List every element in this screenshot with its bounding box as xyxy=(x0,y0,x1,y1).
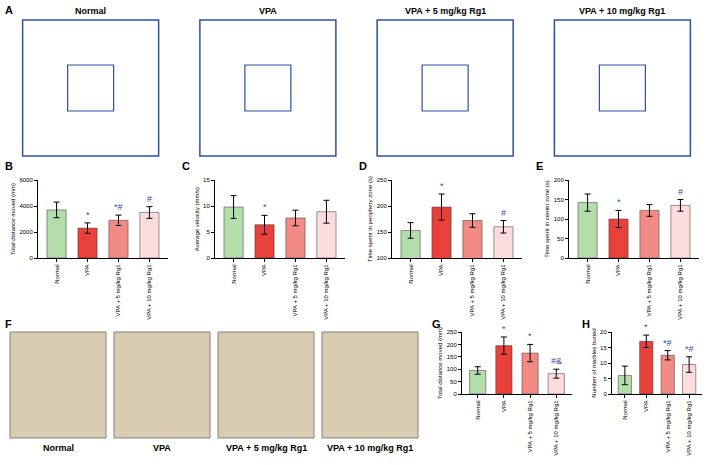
svg-text:0: 0 xyxy=(603,391,607,397)
svg-text:150: 150 xyxy=(554,197,565,203)
svg-text:#&: #& xyxy=(551,356,562,366)
svg-text:VPA + 5 mg/kg Rg1: VPA + 5 mg/kg Rg1 xyxy=(527,400,533,453)
svg-text:15: 15 xyxy=(600,345,607,351)
svg-text:50: 50 xyxy=(557,236,564,242)
svg-text:*#: *# xyxy=(685,344,694,354)
svg-text:VPA + 5 mg/kg Rg1: VPA + 5 mg/kg Rg1 xyxy=(646,264,652,317)
svg-text:*#: *# xyxy=(114,202,123,212)
svg-text:100: 100 xyxy=(377,255,388,261)
svg-text:D: D xyxy=(359,160,367,172)
svg-text:VPA + 5 mg/kg Rg1: VPA + 5 mg/kg Rg1 xyxy=(665,400,671,453)
svg-text:0: 0 xyxy=(560,255,564,261)
svg-text:200: 200 xyxy=(447,342,458,348)
svg-text:VPA: VPA xyxy=(261,264,267,276)
svg-text:0: 0 xyxy=(206,255,210,261)
svg-text:F: F xyxy=(5,318,12,330)
svg-text:*: * xyxy=(86,210,90,220)
svg-text:VPA + 10 mg/kg Rg1: VPA + 10 mg/kg Rg1 xyxy=(327,443,413,453)
svg-text:Normal: Normal xyxy=(54,264,60,283)
svg-text:*: * xyxy=(263,202,267,212)
svg-text:Normal: Normal xyxy=(231,264,237,283)
svg-text:VPA + 10 mg/kg Rg1: VPA + 10 mg/kg Rg1 xyxy=(686,400,692,456)
svg-text:15: 15 xyxy=(203,177,210,183)
svg-text:VPA: VPA xyxy=(259,6,277,16)
svg-text:10: 10 xyxy=(203,203,210,209)
svg-text:VPA: VPA xyxy=(438,264,444,276)
svg-text:#: # xyxy=(501,208,506,218)
svg-text:Normal: Normal xyxy=(75,6,106,16)
svg-text:VPA: VPA xyxy=(501,400,507,412)
svg-text:Time spent in periphery zone (: Time spent in periphery zone (s) xyxy=(367,176,373,262)
svg-text:*: * xyxy=(440,181,444,191)
svg-text:VPA + 10 mg/kg Rg1: VPA + 10 mg/kg Rg1 xyxy=(553,400,559,456)
svg-text:Normal: Normal xyxy=(475,400,481,419)
svg-text:Number of marbles buried: Number of marbles buried xyxy=(591,328,597,397)
svg-text:Time spent in center zone (s): Time spent in center zone (s) xyxy=(544,180,550,257)
svg-text:VPA: VPA xyxy=(643,400,649,412)
svg-text:10: 10 xyxy=(600,360,607,366)
svg-text:VPA: VPA xyxy=(615,264,621,276)
svg-text:*#: *# xyxy=(663,338,672,348)
svg-text:200: 200 xyxy=(377,203,388,209)
svg-text:VPA: VPA xyxy=(153,443,171,453)
svg-text:E: E xyxy=(536,160,543,172)
svg-text:VPA + 5 mg/kg Rg1: VPA + 5 mg/kg Rg1 xyxy=(115,264,121,317)
svg-text:Total distance moved (mm): Total distance moved (mm) xyxy=(437,327,443,399)
svg-text:*: * xyxy=(502,324,506,334)
svg-text:*: * xyxy=(644,322,648,332)
svg-text:VPA + 10 mg/kg Rg1: VPA + 10 mg/kg Rg1 xyxy=(146,264,152,320)
svg-text:100: 100 xyxy=(447,366,458,372)
svg-text:VPA + 10 mg/kg Rg1: VPA + 10 mg/kg Rg1 xyxy=(677,264,683,320)
svg-text:VPA + 5 mg/kg Rg1: VPA + 5 mg/kg Rg1 xyxy=(292,264,298,317)
svg-text:100: 100 xyxy=(554,216,565,222)
svg-text:0: 0 xyxy=(29,255,33,261)
svg-text:5: 5 xyxy=(603,376,607,382)
svg-text:VPA + 10 mg/kg Rg1: VPA + 10 mg/kg Rg1 xyxy=(323,264,329,320)
svg-text:G: G xyxy=(432,318,441,330)
svg-text:50: 50 xyxy=(450,379,457,385)
svg-text:*: * xyxy=(617,197,621,207)
svg-text:5: 5 xyxy=(206,229,210,235)
svg-text:Normal: Normal xyxy=(408,264,414,283)
svg-text:VPA + 5 mg/kg Rg1: VPA + 5 mg/kg Rg1 xyxy=(469,264,475,317)
svg-text:150: 150 xyxy=(377,229,388,235)
svg-text:VPA + 5 mg/kg Rg1: VPA + 5 mg/kg Rg1 xyxy=(226,443,307,453)
svg-text:4000: 4000 xyxy=(19,203,33,209)
svg-text:Total distance moved (mm): Total distance moved (mm) xyxy=(10,183,16,255)
svg-text:#: # xyxy=(147,194,152,204)
svg-text:A: A xyxy=(5,4,13,16)
svg-text:250: 250 xyxy=(447,329,458,335)
svg-text:C: C xyxy=(182,160,190,172)
svg-text:*: * xyxy=(528,331,532,341)
svg-text:Normal: Normal xyxy=(585,264,591,283)
svg-text:6000: 6000 xyxy=(19,177,33,183)
svg-text:H: H xyxy=(582,318,590,330)
svg-text:200: 200 xyxy=(554,177,565,183)
svg-text:VPA: VPA xyxy=(84,264,90,276)
svg-text:VPA + 5 mg/kg Rg1: VPA + 5 mg/kg Rg1 xyxy=(405,6,486,16)
svg-text:VPA + 10 mg/kg Rg1: VPA + 10 mg/kg Rg1 xyxy=(579,6,665,16)
svg-text:250: 250 xyxy=(377,177,388,183)
svg-text:0: 0 xyxy=(453,391,457,397)
svg-text:2000: 2000 xyxy=(19,229,33,235)
svg-text:150: 150 xyxy=(447,354,458,360)
svg-text:Average velocity (mm/s): Average velocity (mm/s) xyxy=(194,187,200,251)
svg-text:Normal: Normal xyxy=(43,443,74,453)
svg-text:B: B xyxy=(5,160,13,172)
svg-text:VPA + 10 mg/kg Rg1: VPA + 10 mg/kg Rg1 xyxy=(500,264,506,320)
svg-text:#: # xyxy=(678,187,683,197)
svg-text:Normal: Normal xyxy=(622,400,628,419)
svg-text:20: 20 xyxy=(600,329,607,335)
